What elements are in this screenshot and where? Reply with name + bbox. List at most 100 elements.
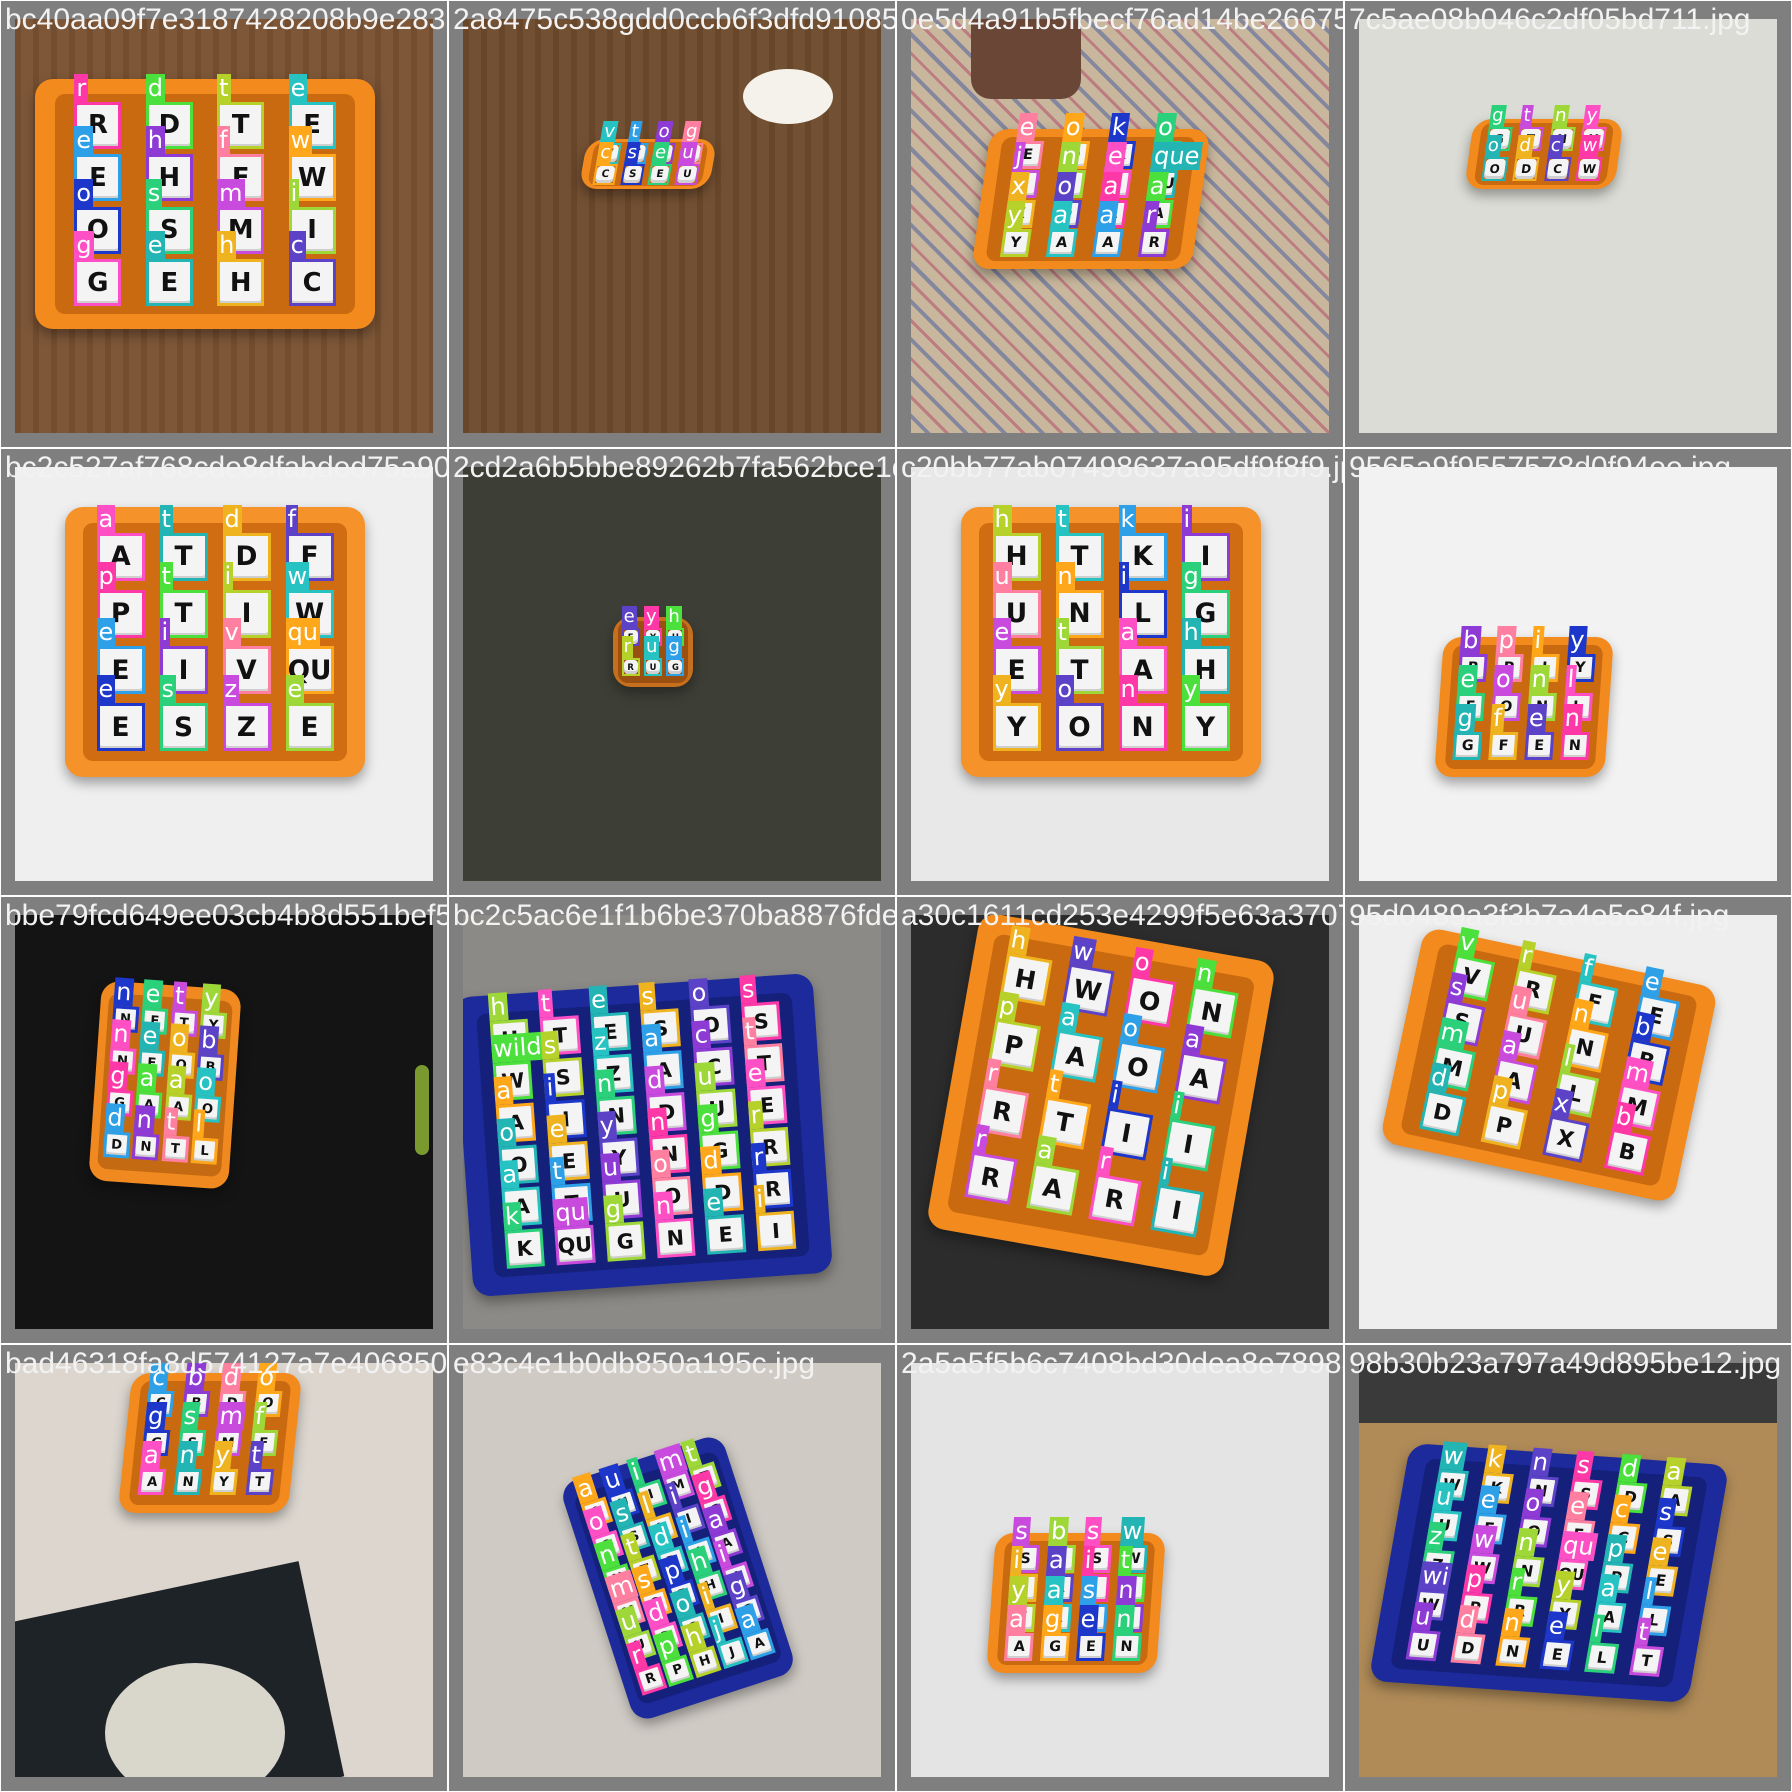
detection-label: n — [593, 1068, 616, 1098]
detection-label: g — [697, 1103, 719, 1133]
detection-label: g — [1488, 105, 1508, 128]
detection-label: w — [1578, 134, 1601, 157]
detection-label: e — [546, 1114, 568, 1144]
image-filename: bc2c5ac6e1f1b6be370ba8876fde251.jpg — [453, 899, 896, 932]
detection-label: b — [1460, 625, 1482, 654]
detection-label: n — [1118, 675, 1138, 704]
detection-box — [1055, 532, 1104, 581]
detection-label: l — [192, 1109, 206, 1138]
image-filename: 7c5ae08b046c2df05bd711.jpg — [1349, 3, 1751, 36]
detection-box — [285, 646, 334, 695]
detection-box — [222, 532, 271, 581]
detection-box — [1138, 229, 1171, 258]
detection-label: s — [738, 974, 758, 1004]
detection-box — [159, 703, 208, 752]
detection-label: c — [691, 1019, 711, 1050]
photo: SsBbSsWwIiAaIiTtYyAaSsNnAaGgEeNn — [911, 1363, 1329, 1777]
detection-label: z — [590, 1026, 610, 1057]
boggle-tray: EeYyHhRrUuGg — [613, 606, 693, 687]
detection-label: n — [1055, 561, 1075, 590]
detection-box — [992, 646, 1041, 695]
detection-label: u — [992, 561, 1012, 590]
detection-box — [1091, 229, 1124, 258]
image-tile: VvTtOoGgCcSsEeUu 2a8475c538gdd0ccb6f3dfd9… — [448, 0, 896, 448]
detection-label: g — [74, 231, 94, 260]
detection-label: i — [753, 1184, 767, 1214]
detection-box — [161, 1134, 190, 1163]
detection-label: o — [1055, 675, 1075, 704]
photo: EeYyHhRrUuGg — [463, 467, 881, 881]
detection-label: n — [1115, 1575, 1137, 1604]
detection-label: g — [1454, 704, 1476, 733]
detection-label: g — [1181, 561, 1201, 590]
detection-label: a — [140, 1441, 163, 1470]
detection-box — [666, 657, 685, 676]
detection-label: a — [1006, 1605, 1028, 1634]
detection-box — [1118, 589, 1167, 638]
detection-label: w — [1469, 1524, 1499, 1555]
detection-box — [96, 589, 145, 638]
detection-box — [159, 646, 208, 695]
image-filename: bc40aa09f7e3187428208b9e28378c533b.jpg — [5, 3, 448, 36]
window-frame — [1359, 1363, 1777, 1423]
detection-box — [621, 657, 640, 676]
detection-label: e — [1077, 1605, 1099, 1634]
detection-box — [209, 1469, 239, 1496]
detection-label: y — [992, 675, 1011, 704]
detection-box — [963, 1151, 1018, 1205]
detection-box — [644, 657, 662, 676]
detection-box — [190, 1137, 219, 1165]
detection-label: y — [1008, 1575, 1029, 1604]
image-tile: RrDdTtEeEeHhFfWwOoSsMmIiGgEeHhCcbc40aa09… — [0, 0, 448, 448]
photo: VvTtOoGgCcSsEeUu — [463, 19, 881, 433]
detection-box — [74, 154, 122, 202]
image-filename: c20bb77ab07498637a95df9f8f9.jpg — [901, 451, 1344, 484]
letter-cube: E — [98, 705, 143, 750]
detection-box — [245, 1469, 274, 1496]
plant-leaf — [415, 1065, 429, 1155]
detection-label: e — [96, 675, 116, 704]
detection-label: a — [1146, 171, 1169, 200]
detection-label: y — [1181, 675, 1200, 704]
detection-box — [1603, 1128, 1651, 1177]
detection-box — [1480, 1102, 1528, 1150]
detection-label: y — [1567, 625, 1588, 654]
detection-label: o — [654, 120, 674, 143]
bowl-photo — [105, 1663, 285, 1777]
detection-label: qu — [1558, 1530, 1599, 1562]
image-filename: 2a8475c538gdd0ccb6f3dfd9108598491.jpg — [453, 3, 895, 36]
detection-box — [222, 646, 271, 695]
photo: AaUuIiMmTtOoSsLlIiGgNnTtDdIiAaMmSsPpHhIi… — [463, 1363, 881, 1777]
detection-label: e — [145, 231, 165, 260]
detection-label: y — [596, 1110, 617, 1140]
detection-box — [1181, 646, 1230, 695]
detection-label: y — [1583, 105, 1601, 128]
detection-box — [1452, 732, 1483, 761]
letter-cube: U — [646, 659, 660, 674]
mug — [971, 19, 1081, 99]
detection-label: d — [700, 1145, 722, 1175]
boggle-tray: CcBbDdOoGgSsMmFfAaNnYyTt — [117, 1363, 303, 1513]
boggle-tray: EeOoKkOoJjNnEeQUqueXxOoAaAaYyAaAaRr — [971, 112, 1211, 269]
detection-box — [145, 154, 193, 202]
detection-label: d — [145, 73, 165, 102]
detection-label: o — [1154, 112, 1178, 141]
detection-label: e — [142, 979, 164, 1009]
detection-box — [96, 532, 145, 581]
detection-label: e — [1457, 665, 1479, 693]
detection-label: w — [1439, 1441, 1468, 1472]
detection-box — [137, 1469, 167, 1496]
image-filename: bad46318fa8d574127a7e40685044.jpg — [5, 1347, 448, 1380]
detection-label: i — [1531, 625, 1545, 654]
detection-box — [74, 206, 122, 254]
detection-label: k — [502, 1201, 522, 1231]
image-filename: a30c1611cd253e4299f5e63a37070b65b03.jpg — [901, 899, 1343, 932]
detection-label: r — [750, 1142, 767, 1172]
letter-cube: H — [1183, 648, 1228, 693]
detection-label: e — [288, 73, 308, 102]
